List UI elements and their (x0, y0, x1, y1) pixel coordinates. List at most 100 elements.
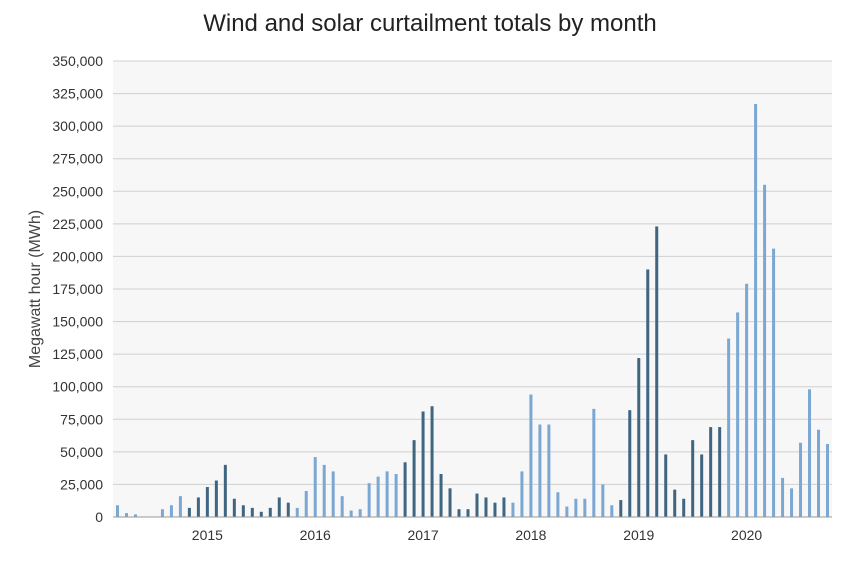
bar (385, 471, 389, 517)
y-tick-label: 25,000 (60, 476, 103, 492)
y-tick-label: 300,000 (52, 118, 103, 134)
y-tick-label: 75,000 (60, 411, 103, 427)
bar (619, 500, 623, 517)
y-tick-label: 100,000 (52, 379, 103, 395)
bar (745, 283, 749, 517)
bar (520, 471, 524, 517)
bar (601, 484, 605, 517)
bar (187, 507, 191, 517)
bar (331, 471, 335, 517)
x-tick-label: 2015 (192, 527, 223, 543)
bar (817, 429, 821, 517)
y-tick-labels: 0 25,000 50,000 75,000 100,000 125,000 150,000… (52, 53, 103, 525)
bar (484, 497, 488, 517)
bar (727, 338, 731, 517)
bar (511, 502, 515, 517)
bar (349, 510, 353, 517)
bar (232, 498, 236, 517)
bar (538, 424, 542, 517)
bar (196, 497, 200, 517)
y-tick-label: 0 (95, 509, 103, 525)
bar (700, 454, 704, 517)
bar (502, 497, 506, 517)
bar (565, 506, 569, 517)
bar (583, 498, 587, 517)
grid-layer (113, 60, 832, 485)
bar (421, 411, 425, 517)
bar (556, 492, 560, 517)
bar (259, 511, 263, 517)
y-tick-label: 350,000 (52, 53, 103, 69)
bar (376, 476, 380, 517)
bar (124, 513, 128, 517)
bar (133, 514, 137, 517)
bar (574, 498, 578, 517)
bar (718, 427, 722, 517)
bar (214, 480, 218, 517)
x-tick-label: 2018 (515, 527, 546, 543)
bar (223, 464, 227, 517)
bar (268, 507, 272, 517)
y-tick-label: 50,000 (60, 444, 103, 460)
bar (637, 358, 641, 517)
bar (241, 505, 245, 517)
chart-title: Wind and solar curtailment totals by mon… (203, 10, 657, 37)
bar (439, 474, 443, 517)
y-tick-label: 250,000 (52, 183, 103, 199)
bar (205, 487, 209, 517)
bar (709, 427, 713, 517)
bar (475, 493, 479, 517)
bar (799, 442, 803, 517)
bar (592, 408, 596, 517)
bar (304, 490, 308, 517)
bar (340, 496, 344, 517)
bar (448, 488, 452, 517)
bar (790, 488, 794, 517)
bar (547, 424, 551, 517)
bar (772, 248, 776, 518)
x-tick-labels: 2015 2016 2017 2018 2019 2020 (192, 527, 763, 543)
bar (403, 462, 407, 517)
bar (529, 394, 533, 517)
bar (673, 489, 677, 517)
bar (457, 509, 461, 517)
bar (412, 440, 416, 517)
bar (655, 226, 659, 517)
bars-layer (115, 103, 830, 518)
bar (295, 507, 299, 517)
bar (628, 410, 632, 517)
y-axis-label: Megawatt hour (MWh) (27, 210, 44, 368)
bar (466, 509, 470, 517)
bar (493, 502, 497, 517)
y-tick-label: 200,000 (52, 248, 103, 264)
bar (169, 505, 173, 517)
y-tick-label: 125,000 (52, 346, 103, 362)
x-tick-label: 2020 (731, 527, 762, 543)
bar (736, 312, 740, 517)
bar (664, 454, 668, 517)
bar (367, 483, 371, 517)
bar (826, 444, 830, 517)
bar (286, 502, 290, 517)
bar (394, 474, 398, 517)
bar (781, 477, 785, 517)
x-tick-label: 2017 (407, 527, 438, 543)
y-tick-label: 175,000 (52, 281, 103, 297)
bar (178, 496, 182, 517)
y-tick-label: 325,000 (52, 86, 103, 102)
x-tick-label: 2016 (300, 527, 331, 543)
bar (763, 184, 767, 517)
y-tick-label: 225,000 (52, 216, 103, 232)
x-tick-label: 2019 (623, 527, 654, 543)
bar (160, 509, 164, 517)
bar (430, 406, 434, 517)
bar (808, 389, 812, 517)
bar (250, 507, 254, 517)
bar (691, 440, 695, 517)
bar (313, 457, 317, 517)
bar (646, 269, 650, 517)
y-tick-label: 275,000 (52, 151, 103, 167)
bar (754, 103, 758, 518)
